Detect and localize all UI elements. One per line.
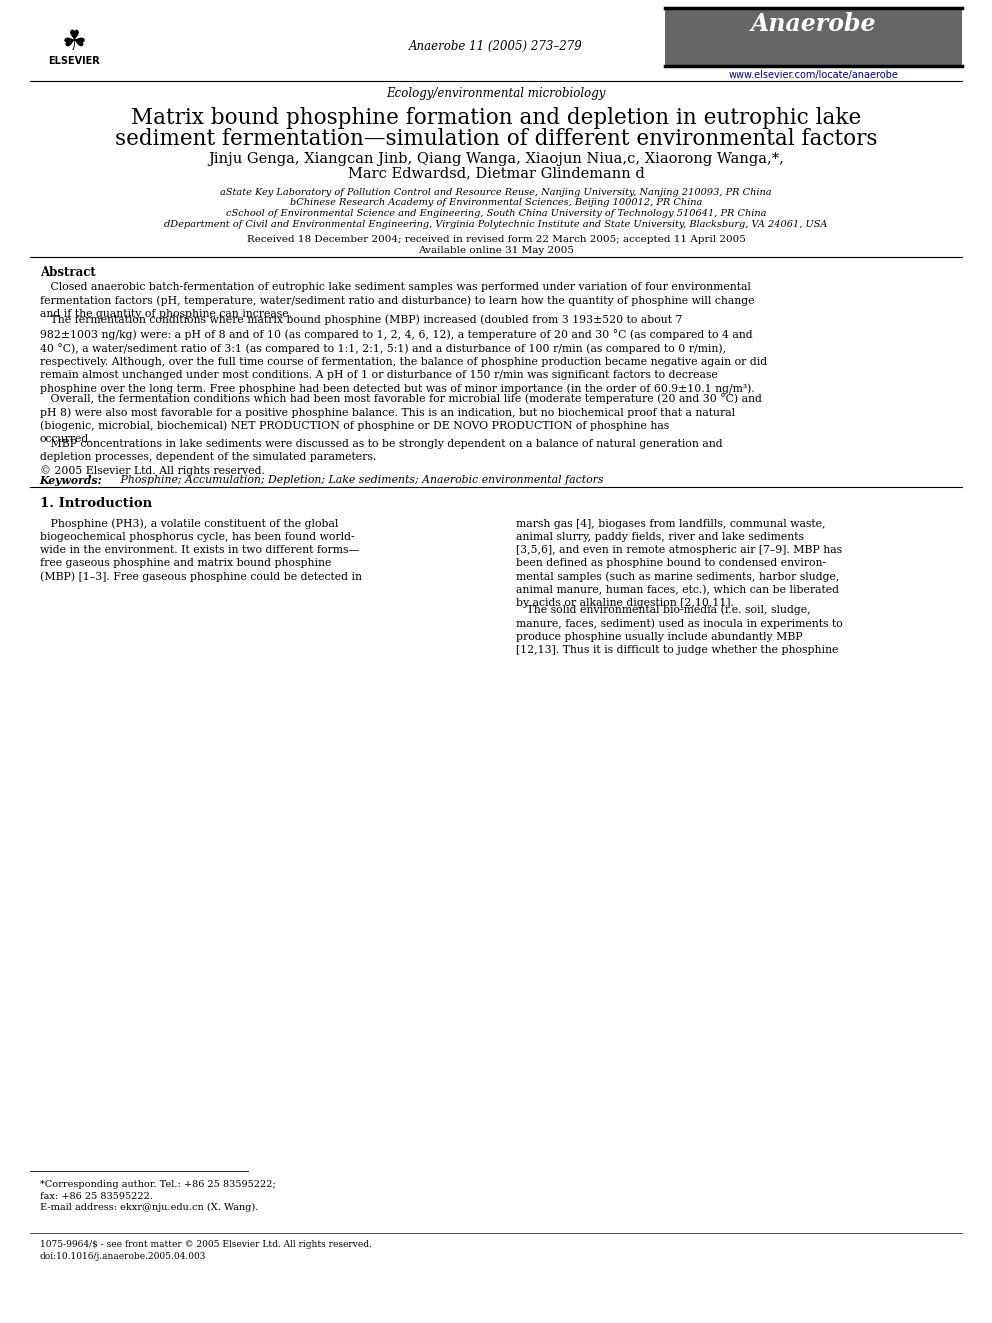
Text: doi:10.1016/j.anaerobe.2005.04.003: doi:10.1016/j.anaerobe.2005.04.003 bbox=[40, 1252, 206, 1261]
Text: www.elsevier.com/locate/anaerobe: www.elsevier.com/locate/anaerobe bbox=[728, 70, 899, 81]
Text: *Corresponding author. Tel.: +86 25 83595222;
fax: +86 25 83595222.
E-mail addre: *Corresponding author. Tel.: +86 25 8359… bbox=[40, 1180, 276, 1212]
Text: Abstract: Abstract bbox=[40, 266, 95, 279]
Text: 1. Introduction: 1. Introduction bbox=[40, 497, 152, 511]
Text: aState Key Laboratory of Pollution Control and Resource Reuse, Nanjing Universit: aState Key Laboratory of Pollution Contr… bbox=[220, 188, 772, 197]
Text: The solid environmental bio-media (i.e. soil, sludge,
manure, faces, sediment) u: The solid environmental bio-media (i.e. … bbox=[516, 605, 842, 655]
Text: Anaerobe: Anaerobe bbox=[751, 12, 876, 36]
Text: ELSEVIER: ELSEVIER bbox=[49, 56, 100, 66]
FancyBboxPatch shape bbox=[665, 8, 962, 66]
Text: ☘: ☘ bbox=[62, 28, 87, 56]
Text: Received 18 December 2004; received in revised form 22 March 2005; accepted 11 A: Received 18 December 2004; received in r… bbox=[247, 235, 745, 245]
Text: Ecology/environmental microbiology: Ecology/environmental microbiology bbox=[386, 87, 606, 101]
Text: dDepartment of Civil and Environmental Engineering, Virginia Polytechnic Institu: dDepartment of Civil and Environmental E… bbox=[165, 220, 827, 229]
Text: marsh gas [4], biogases from landfills, communal waste,
animal slurry, paddy fie: marsh gas [4], biogases from landfills, … bbox=[516, 519, 842, 609]
Text: Overall, the fermentation conditions which had been most favorable for microbial: Overall, the fermentation conditions whi… bbox=[40, 393, 762, 445]
Text: Keywords:: Keywords: bbox=[40, 475, 102, 486]
Text: Anaerobe 11 (2005) 273–279: Anaerobe 11 (2005) 273–279 bbox=[409, 40, 583, 53]
Text: bChinese Research Academy of Environmental Sciences, Beijing 100012, PR China: bChinese Research Academy of Environment… bbox=[290, 198, 702, 208]
Text: cSchool of Environmental Science and Engineering, South China University of Tech: cSchool of Environmental Science and Eng… bbox=[226, 209, 766, 218]
Text: 1075-9964/$ - see front matter © 2005 Elsevier Ltd. All rights reserved.: 1075-9964/$ - see front matter © 2005 El… bbox=[40, 1240, 372, 1249]
Text: Jinju Genga, Xiangcan Jinb, Qiang Wanga, Xiaojun Niua,c, Xiaorong Wanga,*,: Jinju Genga, Xiangcan Jinb, Qiang Wanga,… bbox=[208, 152, 784, 167]
Text: Matrix bound phosphine formation and depletion in eutrophic lake: Matrix bound phosphine formation and dep… bbox=[131, 107, 861, 130]
Text: Marc Edwardsd, Dietmar Glindemann d: Marc Edwardsd, Dietmar Glindemann d bbox=[347, 167, 645, 181]
Text: Closed anaerobic batch-fermentation of eutrophic lake sediment samples was perfo: Closed anaerobic batch-fermentation of e… bbox=[40, 282, 754, 319]
Text: MBP concentrations in lake sediments were discussed as to be strongly dependent : MBP concentrations in lake sediments wer… bbox=[40, 439, 722, 476]
Text: Phosphine; Accumulation; Depletion; Lake sediments; Anaerobic environmental fact: Phosphine; Accumulation; Depletion; Lake… bbox=[117, 475, 603, 486]
Text: Phosphine (PH3), a volatile constituent of the global
biogeochemical phosphorus : Phosphine (PH3), a volatile constituent … bbox=[40, 519, 362, 582]
Text: Available online 31 May 2005: Available online 31 May 2005 bbox=[418, 246, 574, 255]
Text: sediment fermentation—simulation of different environmental factors: sediment fermentation—simulation of diff… bbox=[115, 128, 877, 151]
Text: The fermentation conditions where matrix bound phosphine (MBP) increased (double: The fermentation conditions where matrix… bbox=[40, 315, 767, 394]
